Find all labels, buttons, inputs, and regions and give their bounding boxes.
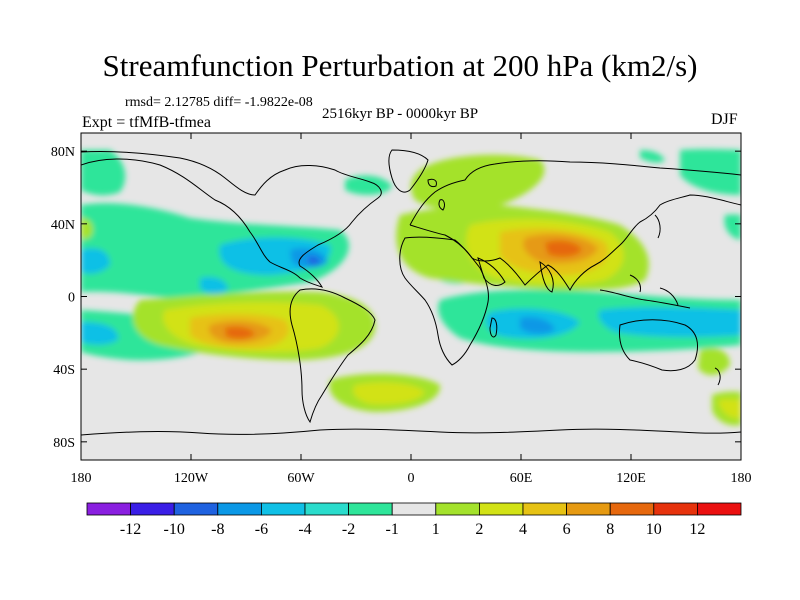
lon-tick-label: 180	[71, 471, 92, 486]
contour-negative-2	[81, 322, 119, 345]
colorbar-swatch	[86, 502, 131, 516]
colorbar-swatch	[260, 502, 306, 516]
contour-negative-2	[81, 248, 110, 274]
colorbar-swatch	[217, 502, 262, 516]
season-label: DJF	[711, 111, 738, 128]
colorbar-label: -4	[298, 521, 311, 538]
longitude-axis: 180 120W 60W 0 60E 120E 180	[71, 133, 752, 486]
contour-negative-1	[724, 214, 741, 240]
colorbar-label: 6	[563, 521, 571, 538]
colorbar-swatch	[304, 502, 349, 516]
lat-tick-label: 40N	[51, 218, 75, 233]
chart-title: Streamfunction Perturbation at 200 hPa (…	[102, 48, 698, 83]
colorbar-label: 1	[432, 521, 440, 538]
lon-tick-label: 180	[731, 471, 752, 486]
latitude-axis: 80N 40N 0 40S 80S	[51, 145, 741, 451]
contour-positive-1	[698, 348, 730, 376]
lon-tick-label: 0	[408, 471, 415, 486]
lat-tick-label: 40S	[53, 363, 75, 378]
lon-tick-label: 60E	[510, 471, 533, 486]
lon-tick-label: 120W	[174, 471, 209, 486]
colorbar-swatch	[348, 502, 393, 516]
colorbar-label: -10	[164, 521, 185, 538]
colorbar-swatch	[653, 502, 698, 516]
colorbar-label: -6	[255, 521, 268, 538]
contour-positive-2	[718, 399, 741, 419]
colorbar-label: -2	[342, 521, 355, 538]
time-period-label: 2516kyr BP - 0000kyr BP	[322, 106, 479, 122]
lat-tick-label: 0	[68, 291, 75, 306]
colorbar-label: -12	[120, 521, 141, 538]
colorbar-swatch	[478, 502, 524, 516]
contour-negative-2	[598, 307, 741, 337]
rmsd-diff-stats: rmsd= 2.12785 diff= -1.9822e-08	[125, 95, 313, 110]
contour-fills	[81, 149, 741, 436]
lon-tick-label: 120E	[616, 471, 646, 486]
lon-tick-label: 60W	[287, 471, 315, 486]
colorbar-label: -1	[386, 521, 399, 538]
contour-negative-2	[200, 277, 228, 294]
colorbar-swatch	[566, 502, 611, 516]
coastlines	[81, 149, 741, 436]
colorbar-swatch	[697, 502, 742, 516]
contour-positive-2	[353, 382, 425, 405]
colorbar-swatch	[130, 502, 175, 516]
colorbar-swatch	[609, 502, 655, 516]
colorbar-label: 4	[519, 521, 527, 538]
contour-positive-1	[410, 154, 545, 212]
contour-negative-1	[640, 150, 665, 163]
colorbar-label: 12	[689, 521, 705, 538]
colorbar-label: 10	[646, 521, 662, 538]
colorbar-swatch	[173, 502, 219, 516]
colorbar-swatch	[391, 502, 437, 516]
lat-tick-label: 80S	[53, 436, 75, 451]
lat-tick-label: 80N	[51, 145, 75, 160]
colorbar-label: -8	[211, 521, 224, 538]
contour-positive-5	[225, 326, 255, 339]
experiment-label: Expt = tfMfB-tfmea	[82, 114, 211, 131]
contour-negative-3	[520, 317, 555, 334]
contour-positive-5	[545, 240, 582, 257]
colorbar-swatch	[435, 502, 480, 516]
colorbar-label: 8	[606, 521, 614, 538]
colorbar-label: 2	[475, 521, 483, 538]
contour-negative-3	[308, 256, 320, 265]
colorbar: -12 -10 -8 -6 -4 -2 -1 1 2 4 6 8 10 12	[86, 502, 742, 538]
colorbar-swatch	[522, 502, 567, 516]
contour-negative-1	[81, 203, 349, 300]
contour-positive-1	[81, 218, 93, 240]
